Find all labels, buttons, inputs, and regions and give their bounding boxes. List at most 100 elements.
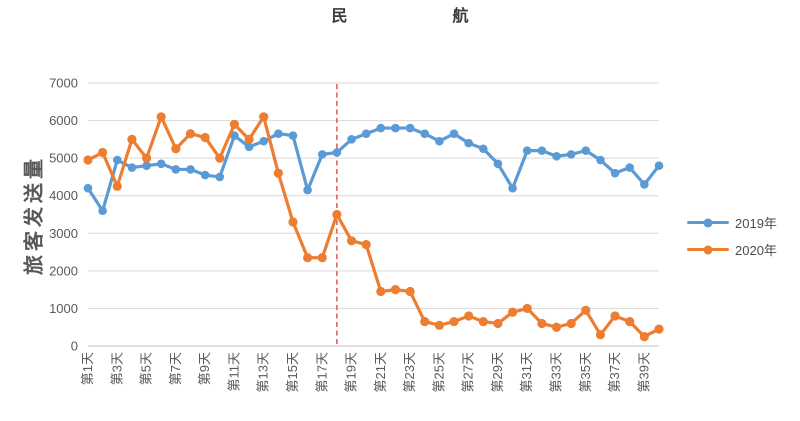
data-point[interactable]	[156, 112, 166, 122]
data-point[interactable]	[346, 236, 357, 246]
data-point[interactable]	[361, 239, 371, 250]
data-point[interactable]	[464, 138, 473, 148]
series-line-2019年[interactable]	[86, 126, 661, 213]
data-point[interactable]	[581, 146, 591, 155]
data-point[interactable]	[654, 324, 664, 334]
data-point[interactable]	[508, 183, 517, 193]
data-point[interactable]	[156, 159, 166, 169]
data-point[interactable]	[112, 155, 122, 165]
x-tick-label: 第27天	[461, 352, 476, 392]
x-tick-label: 第37天	[607, 352, 622, 392]
data-point[interactable]	[171, 144, 181, 154]
data-point[interactable]	[507, 307, 518, 317]
data-point[interactable]	[391, 123, 400, 133]
x-tick-label: 第19天	[344, 352, 359, 392]
data-point[interactable]	[639, 332, 649, 342]
data-point[interactable]	[640, 180, 649, 189]
data-point[interactable]	[332, 148, 342, 157]
data-point[interactable]	[230, 131, 239, 140]
data-point[interactable]	[171, 165, 181, 174]
x-tick-label: 第7天	[168, 352, 183, 385]
data-point[interactable]	[347, 135, 356, 144]
data-point[interactable]	[98, 147, 108, 158]
data-point[interactable]	[83, 183, 93, 193]
data-point[interactable]	[464, 311, 474, 321]
data-point[interactable]	[522, 303, 532, 314]
data-point[interactable]	[537, 146, 547, 155]
x-tick-label: 第15天	[285, 352, 300, 392]
data-point[interactable]	[596, 155, 605, 165]
legend-line-sample-2020	[687, 245, 729, 254]
data-point[interactable]	[566, 150, 576, 159]
data-point[interactable]	[361, 129, 371, 139]
data-point[interactable]	[654, 161, 664, 170]
data-point[interactable]	[288, 131, 298, 140]
x-tick-label: 第21天	[373, 352, 388, 392]
data-point[interactable]	[537, 318, 547, 329]
data-point[interactable]	[566, 318, 576, 329]
data-point[interactable]	[127, 134, 137, 144]
x-tick-label: 第23天	[402, 352, 417, 392]
legend-item-2020[interactable]: 2020年	[687, 240, 777, 259]
data-point[interactable]	[551, 322, 562, 332]
data-point[interactable]	[405, 123, 415, 133]
series-line-2020年[interactable]	[86, 115, 661, 339]
data-point[interactable]	[479, 144, 488, 154]
data-point[interactable]	[332, 209, 342, 220]
data-point[interactable]	[273, 168, 283, 178]
y-tick-label: 5000	[49, 151, 78, 166]
data-point[interactable]	[259, 112, 269, 122]
data-point[interactable]	[185, 129, 196, 139]
data-point[interactable]	[274, 129, 283, 139]
data-point[interactable]	[229, 119, 240, 129]
data-point[interactable]	[83, 155, 93, 165]
data-point[interactable]	[288, 217, 298, 227]
data-point[interactable]	[303, 185, 312, 195]
data-point[interactable]	[390, 285, 401, 295]
data-point[interactable]	[449, 316, 459, 327]
data-point[interactable]	[493, 318, 503, 329]
data-point[interactable]	[215, 153, 225, 163]
legend-label: 2019年	[735, 216, 777, 231]
series-2019年[interactable]	[83, 123, 664, 216]
data-point[interactable]	[522, 146, 532, 155]
data-point[interactable]	[625, 163, 635, 172]
data-point[interactable]	[478, 316, 488, 327]
data-point[interactable]	[200, 132, 210, 143]
data-point[interactable]	[376, 123, 386, 133]
data-point[interactable]	[581, 305, 591, 315]
y-tick-label: 7000	[49, 76, 78, 91]
data-point[interactable]	[244, 142, 254, 152]
data-point[interactable]	[610, 311, 620, 321]
data-point[interactable]	[434, 320, 444, 330]
y-axis-tick-labels: 0 1000 2000 3000 4000 5000 6000 7000	[49, 76, 78, 354]
series-2020年[interactable]	[83, 112, 664, 342]
x-axis-tick-labels: 第1天 第3天 第5天 第7天 第9天 第11天 第13天 第15天 第17天 第19天 第21天第…	[80, 352, 651, 392]
data-point[interactable]	[449, 129, 459, 139]
data-point[interactable]	[244, 134, 254, 144]
data-point[interactable]	[376, 286, 386, 297]
data-point[interactable]	[127, 163, 137, 172]
data-point[interactable]	[141, 153, 152, 163]
data-point[interactable]	[112, 181, 122, 191]
data-point[interactable]	[186, 165, 195, 174]
data-point[interactable]	[625, 316, 635, 327]
data-point[interactable]	[259, 136, 268, 146]
data-point[interactable]	[420, 129, 430, 139]
data-point[interactable]	[215, 172, 225, 182]
data-point[interactable]	[98, 206, 107, 216]
data-point[interactable]	[435, 136, 444, 146]
data-point[interactable]	[317, 150, 327, 159]
x-tick-label: 第31天	[519, 352, 534, 392]
legend-item-2019[interactable]: 2019年	[687, 213, 777, 232]
data-point[interactable]	[200, 170, 210, 180]
data-point[interactable]	[317, 253, 327, 263]
data-point[interactable]	[493, 159, 503, 169]
data-point[interactable]	[552, 151, 561, 161]
data-point[interactable]	[595, 330, 606, 340]
data-point[interactable]	[142, 161, 151, 170]
data-point[interactable]	[303, 253, 313, 263]
data-point[interactable]	[610, 168, 620, 178]
data-point[interactable]	[420, 316, 430, 327]
data-point[interactable]	[405, 286, 415, 297]
